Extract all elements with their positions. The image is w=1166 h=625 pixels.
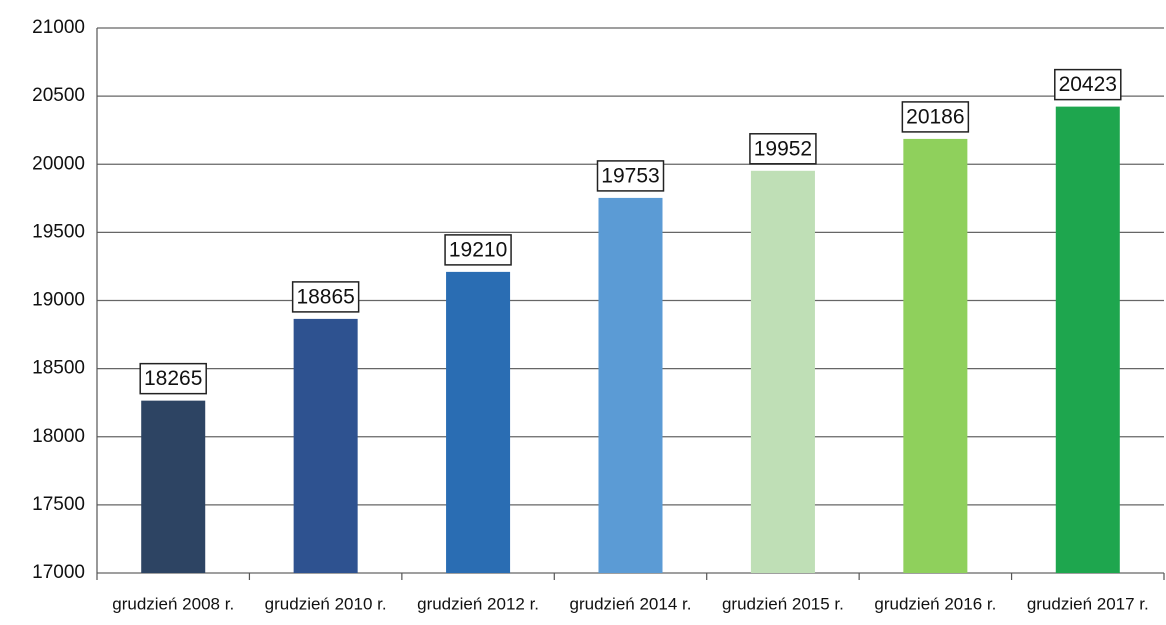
data-label: 19753: [601, 164, 659, 187]
x-tick-label: grudzień 2014 r.: [570, 594, 692, 613]
y-tick-label: 17500: [32, 494, 85, 515]
data-label-box: [596, 160, 665, 192]
data-label: 20423: [1059, 73, 1117, 96]
y-tick-label: 21000: [32, 17, 85, 38]
y-tick-label: 17000: [32, 562, 85, 583]
data-label-box: [291, 281, 360, 313]
bar: [598, 197, 663, 573]
bar: [293, 318, 358, 573]
y-tick-label: 20000: [32, 153, 85, 174]
y-tick-label: 18500: [32, 358, 85, 379]
data-label-box: [901, 101, 970, 133]
data-label: 18265: [144, 367, 202, 390]
data-label-box: [1054, 68, 1122, 101]
data-label-box: [444, 234, 512, 266]
x-tick-label: grudzień 2016 r.: [874, 594, 996, 613]
data-label: 20186: [906, 105, 964, 128]
data-label: 19952: [754, 137, 812, 160]
bar: [903, 138, 968, 573]
bar: [1055, 106, 1120, 574]
y-tick-label: 19000: [32, 290, 85, 311]
data-label: 18865: [296, 285, 354, 308]
bar: [141, 400, 206, 573]
x-tick-label: grudzień 2017 r.: [1027, 594, 1149, 613]
bar: [750, 170, 815, 574]
bar: [446, 271, 511, 573]
x-tick-label: grudzień 2015 r.: [722, 594, 844, 613]
x-tick-label: grudzień 2008 r.: [112, 594, 234, 613]
x-tick-label: grudzień 2010 r.: [265, 594, 387, 613]
x-tick-label: grudzień 2012 r.: [417, 594, 539, 613]
data-label-box: [139, 362, 207, 395]
data-label-box: [749, 133, 817, 165]
y-tick-label: 18000: [32, 426, 85, 447]
y-tick-label: 19500: [32, 221, 85, 242]
y-tick-label: 20500: [32, 85, 85, 106]
data-label: 19210: [449, 238, 507, 261]
